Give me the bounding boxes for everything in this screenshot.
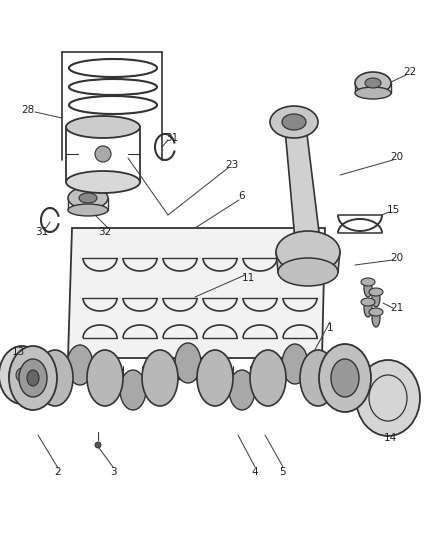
Ellipse shape xyxy=(300,350,336,406)
Ellipse shape xyxy=(282,344,308,384)
Ellipse shape xyxy=(361,298,375,306)
Ellipse shape xyxy=(369,308,383,316)
Ellipse shape xyxy=(250,350,286,406)
Ellipse shape xyxy=(95,146,111,162)
Text: 20: 20 xyxy=(390,152,403,162)
Ellipse shape xyxy=(369,288,383,296)
Ellipse shape xyxy=(197,350,233,406)
Text: 20: 20 xyxy=(390,253,403,263)
Text: 31: 31 xyxy=(35,227,49,237)
Text: 11: 11 xyxy=(241,273,254,283)
Ellipse shape xyxy=(87,350,123,406)
Ellipse shape xyxy=(120,370,146,410)
Ellipse shape xyxy=(19,359,47,397)
Ellipse shape xyxy=(364,279,372,297)
Text: 13: 13 xyxy=(11,347,25,357)
Text: 2: 2 xyxy=(55,467,61,477)
Ellipse shape xyxy=(278,258,338,286)
Ellipse shape xyxy=(372,309,380,327)
Ellipse shape xyxy=(372,289,380,307)
Text: 4: 4 xyxy=(252,467,258,477)
Ellipse shape xyxy=(66,171,140,193)
Text: 14: 14 xyxy=(383,433,397,443)
Ellipse shape xyxy=(95,442,101,448)
Ellipse shape xyxy=(229,370,255,410)
Ellipse shape xyxy=(79,193,97,203)
Text: 23: 23 xyxy=(226,160,239,170)
Ellipse shape xyxy=(68,187,108,209)
Text: 3: 3 xyxy=(110,467,117,477)
Ellipse shape xyxy=(356,360,420,436)
Text: 31: 31 xyxy=(166,133,179,143)
Text: 21: 21 xyxy=(390,303,404,313)
Text: 6: 6 xyxy=(239,191,245,201)
Ellipse shape xyxy=(361,278,375,286)
Ellipse shape xyxy=(365,78,381,88)
Polygon shape xyxy=(284,118,320,240)
Ellipse shape xyxy=(319,344,371,412)
Text: 22: 22 xyxy=(403,67,417,77)
Ellipse shape xyxy=(270,106,318,138)
Ellipse shape xyxy=(67,345,93,385)
Ellipse shape xyxy=(66,116,140,138)
Ellipse shape xyxy=(0,346,45,404)
Polygon shape xyxy=(276,252,340,272)
Ellipse shape xyxy=(282,114,306,130)
Ellipse shape xyxy=(355,72,391,94)
Ellipse shape xyxy=(331,359,359,397)
Text: 28: 28 xyxy=(21,105,35,115)
Ellipse shape xyxy=(9,346,57,410)
Text: 32: 32 xyxy=(99,227,112,237)
Text: 5: 5 xyxy=(280,467,286,477)
Text: 15: 15 xyxy=(386,205,399,215)
Text: 1: 1 xyxy=(327,323,333,333)
Ellipse shape xyxy=(355,87,391,99)
Polygon shape xyxy=(68,228,325,358)
Ellipse shape xyxy=(68,204,108,216)
Ellipse shape xyxy=(27,370,39,386)
Ellipse shape xyxy=(37,350,73,406)
Ellipse shape xyxy=(16,368,28,382)
Ellipse shape xyxy=(175,343,201,383)
Ellipse shape xyxy=(142,350,178,406)
Ellipse shape xyxy=(364,299,372,317)
Ellipse shape xyxy=(276,231,340,273)
